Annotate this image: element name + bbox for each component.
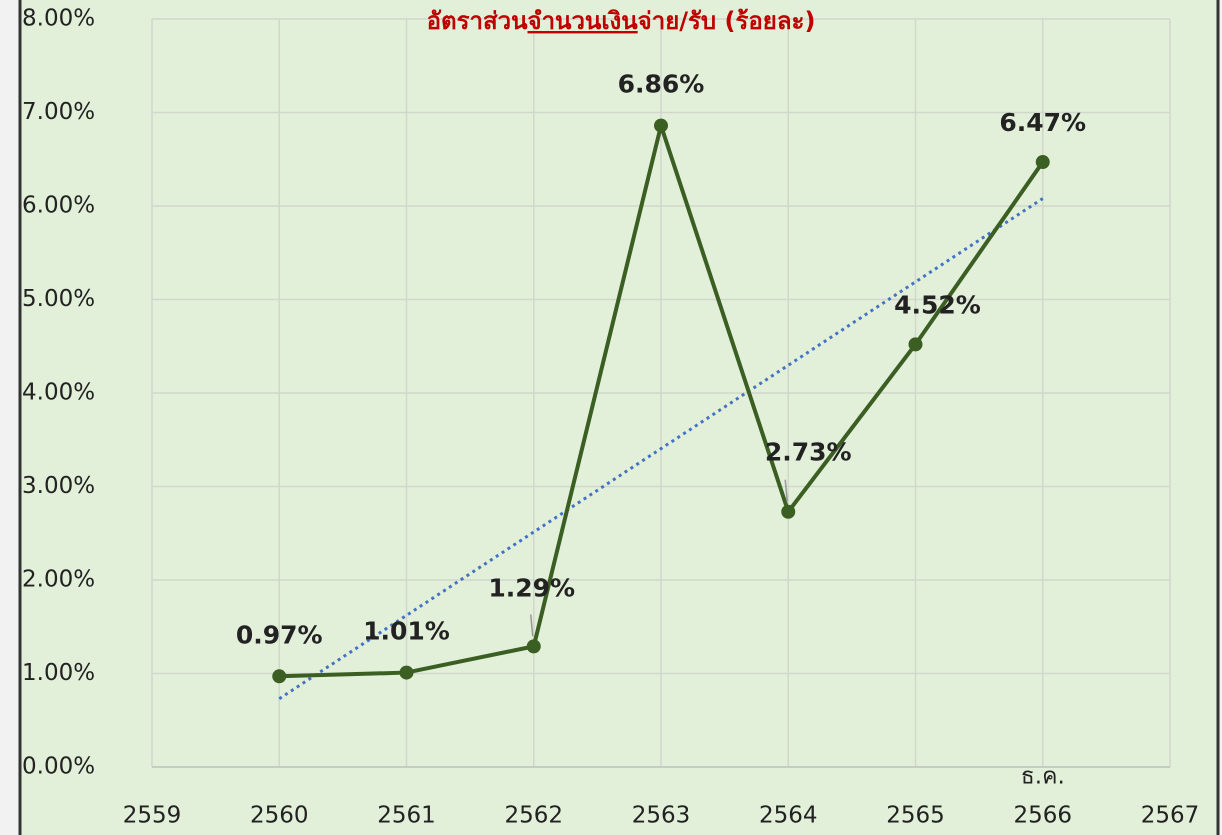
- y-tick-label: 6.00%: [22, 193, 95, 219]
- data-label: 6.86%: [618, 70, 705, 99]
- data-label: 0.97%: [236, 620, 323, 649]
- grid: [151, 18, 1171, 768]
- x-tick-label: 2563: [632, 803, 691, 829]
- marker: [1035, 155, 1050, 170]
- chart-title: อัตราส่วนจำนวนเงินจ่าย/รับ (ร้อยละ): [427, 7, 816, 35]
- leader-line: [530, 614, 534, 637]
- x-tick-label: 2561: [377, 803, 436, 829]
- title-part: จำนวนเงิน: [528, 7, 639, 35]
- marker: [654, 118, 668, 133]
- x-tick-label: 2566: [1013, 803, 1072, 829]
- y-tick-label: 7.00%: [22, 99, 95, 125]
- data-label: 4.52%: [894, 290, 981, 319]
- leader-line: [784, 479, 788, 502]
- marker: [781, 504, 796, 519]
- x-tick-label: 2559: [123, 803, 182, 829]
- data-label: 1.29%: [488, 573, 575, 602]
- title-part: จ่าย/รับ (ร้อยละ): [638, 7, 816, 35]
- y-tick-label: 3.00%: [22, 473, 95, 499]
- data-label: 2.73%: [765, 438, 852, 467]
- data-label: 6.47%: [999, 108, 1086, 137]
- data-label: 1.01%: [363, 617, 450, 646]
- y-tick-label: 2.00%: [22, 567, 95, 593]
- y-tick-label: 8.00%: [22, 6, 95, 32]
- y-tick-label: 1.00%: [22, 660, 95, 686]
- y-tick-label: 0.00%: [22, 754, 95, 780]
- marker: [526, 639, 541, 654]
- x-tick-label: 2567: [1141, 803, 1200, 829]
- title-part: อัตราส่วน: [427, 7, 528, 35]
- marker: [272, 669, 287, 684]
- x-tick-label: 2564: [759, 803, 818, 829]
- x-tick-label: 2562: [504, 803, 563, 829]
- chart-bg: [20, 0, 1218, 835]
- x-tick-label: 2565: [886, 803, 945, 829]
- annotation: ธ.ค.: [1021, 764, 1065, 790]
- y-tick-label: 5.00%: [22, 286, 95, 312]
- marker: [399, 665, 414, 680]
- trendline: [278, 197, 1044, 700]
- y-tick-label: 4.00%: [22, 380, 95, 406]
- marker: [908, 337, 923, 352]
- x-tick-label: 2560: [250, 803, 309, 829]
